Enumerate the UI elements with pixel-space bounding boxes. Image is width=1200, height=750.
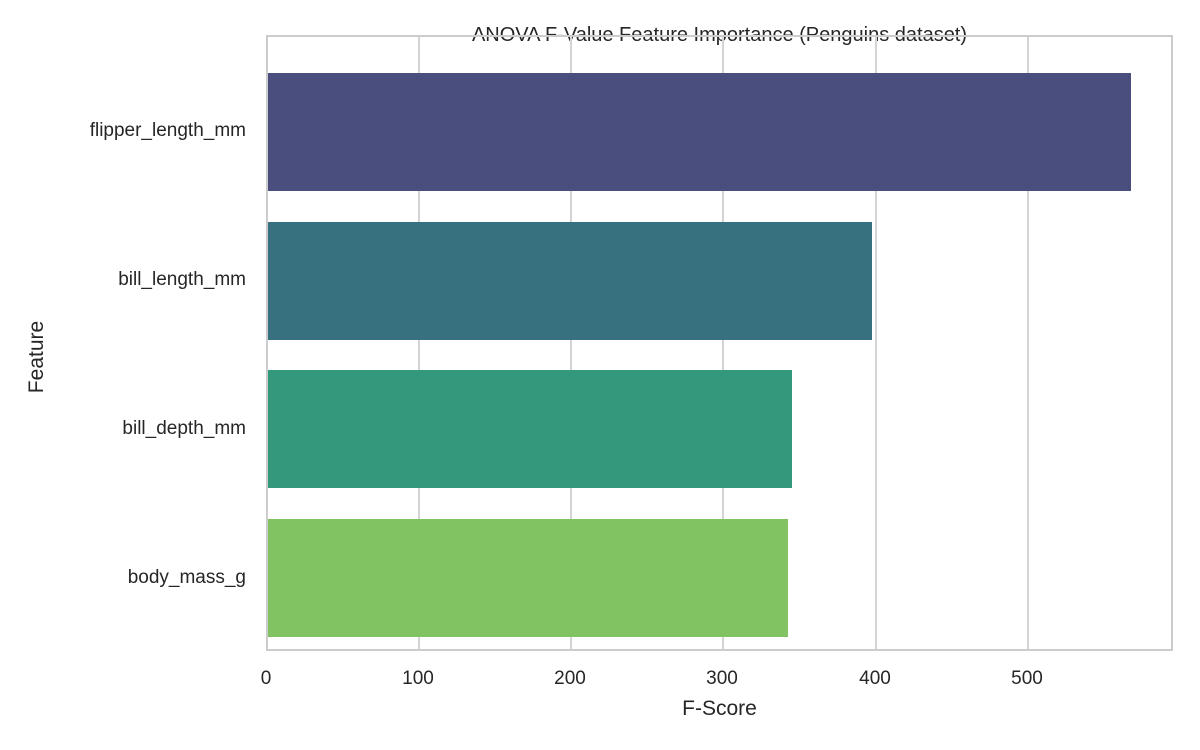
- xtick-label: 100: [402, 668, 434, 689]
- gridline-200: [570, 37, 572, 649]
- gridline-400: [875, 37, 877, 649]
- gridline-100: [418, 37, 420, 649]
- y-axis-label: Feature: [25, 320, 48, 394]
- plot-area: [266, 35, 1173, 651]
- bar-body-mass-g: [268, 519, 788, 637]
- gridline-300: [722, 37, 724, 649]
- ytick-label: bill_length_mm: [118, 269, 246, 290]
- xtick-label: 500: [1011, 668, 1043, 689]
- xtick-label: 0: [260, 668, 272, 689]
- xtick-label: 400: [859, 668, 891, 689]
- ytick-label: bill_depth_mm: [122, 418, 246, 439]
- bar-bill-depth-mm: [268, 370, 792, 488]
- gridline-500: [1027, 37, 1029, 649]
- x-axis-label: F-Score: [682, 697, 757, 720]
- xtick-label: 200: [554, 668, 586, 689]
- xtick-label: 300: [706, 668, 738, 689]
- ytick-label: flipper_length_mm: [89, 120, 246, 141]
- bar-bill-length-mm: [268, 222, 872, 340]
- bar-flipper-length-mm: [268, 73, 1131, 191]
- ytick-label: body_mass_g: [127, 567, 246, 588]
